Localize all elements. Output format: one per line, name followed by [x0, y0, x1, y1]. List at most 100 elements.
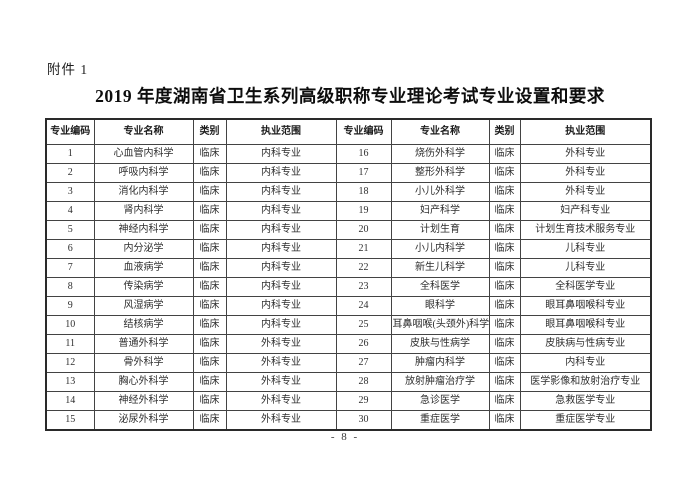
- cell-code-left: 5: [45, 220, 95, 240]
- cell-code-left: 15: [45, 410, 95, 431]
- header-name-right: 专业名称: [390, 118, 490, 145]
- cell-name-right: 急诊医学: [390, 391, 490, 411]
- cell-code-right: 22: [335, 258, 392, 278]
- cell-category-right: 临床: [488, 201, 521, 221]
- header-category-left: 类别: [192, 118, 227, 145]
- cell-code-left: 11: [45, 334, 95, 354]
- cell-category-left: 临床: [192, 296, 227, 316]
- cell-scope-left: 内科专业: [225, 144, 337, 164]
- table-row: 7 血液病学 临床 内科专业 22 新生儿科学 临床 儿科专业: [45, 258, 652, 278]
- cell-name-left: 泌尿外科学: [93, 410, 194, 431]
- cell-category-left: 临床: [192, 353, 227, 373]
- cell-scope-left: 外科专业: [225, 391, 337, 411]
- table-row: 10 结核病学 临床 内科专业 25 耳鼻咽喉(头颈外)科学 临床 眼耳鼻咽喉科…: [45, 315, 652, 335]
- table-row: 8 传染病学 临床 内科专业 23 全科医学 临床 全科医学专业: [45, 277, 652, 297]
- cell-code-right: 24: [335, 296, 392, 316]
- cell-scope-right: 外科专业: [519, 144, 652, 164]
- cell-code-left: 6: [45, 239, 95, 259]
- cell-code-right: 28: [335, 372, 392, 392]
- cell-category-right: 临床: [488, 239, 521, 259]
- cell-scope-right: 计划生育技术服务专业: [519, 220, 652, 240]
- table-body: 1 心血管内科学 临床 内科专业 16 烧伤外科学 临床 外科专业 2 呼吸内科…: [45, 144, 652, 431]
- cell-category-left: 临床: [192, 220, 227, 240]
- cell-category-left: 临床: [192, 144, 227, 164]
- cell-scope-right: 医学影像和放射治疗专业: [519, 372, 652, 392]
- cell-scope-right: 外科专业: [519, 182, 652, 202]
- cell-name-right: 全科医学: [390, 277, 490, 297]
- cell-name-right: 放射肿瘤治疗学: [390, 372, 490, 392]
- cell-name-left: 结核病学: [93, 315, 194, 335]
- cell-category-left: 临床: [192, 315, 227, 335]
- page-title: 2019 年度湖南省卫生系列高级职称专业理论考试专业设置和要求: [95, 86, 605, 106]
- cell-name-right: 新生儿科学: [390, 258, 490, 278]
- header-code-right: 专业编码: [335, 118, 392, 145]
- cell-code-left: 7: [45, 258, 95, 278]
- cell-category-right: 临床: [488, 296, 521, 316]
- header-code-left: 专业编码: [45, 118, 95, 145]
- table-row: 2 呼吸内科学 临床 内科专业 17 整形外科学 临床 外科专业: [45, 163, 652, 183]
- cell-category-left: 临床: [192, 239, 227, 259]
- cell-code-right: 25: [335, 315, 392, 335]
- cell-category-right: 临床: [488, 277, 521, 297]
- cell-name-left: 神经外科学: [93, 391, 194, 411]
- cell-name-left: 消化内科学: [93, 182, 194, 202]
- cell-name-left: 呼吸内科学: [93, 163, 194, 183]
- cell-category-right: 临床: [488, 182, 521, 202]
- cell-scope-left: 内科专业: [225, 220, 337, 240]
- cell-code-right: 23: [335, 277, 392, 297]
- cell-name-left: 骨外科学: [93, 353, 194, 373]
- cell-name-right: 耳鼻咽喉(头颈外)科学: [390, 315, 490, 335]
- cell-category-left: 临床: [192, 201, 227, 221]
- cell-code-right: 30: [335, 410, 392, 431]
- cell-code-right: 20: [335, 220, 392, 240]
- cell-category-left: 临床: [192, 372, 227, 392]
- cell-name-left: 肾内科学: [93, 201, 194, 221]
- cell-code-left: 3: [45, 182, 95, 202]
- cell-name-left: 普通外科学: [93, 334, 194, 354]
- cell-name-right: 肿瘤内科学: [390, 353, 490, 373]
- cell-scope-left: 外科专业: [225, 372, 337, 392]
- cell-scope-right: 皮肤病与性病专业: [519, 334, 652, 354]
- cell-name-right: 眼科学: [390, 296, 490, 316]
- cell-code-left: 14: [45, 391, 95, 411]
- attachment-label: 附件 1: [47, 62, 89, 77]
- header-scope-left: 执业范围: [225, 118, 337, 145]
- cell-code-right: 16: [335, 144, 392, 164]
- cell-scope-right: 外科专业: [519, 163, 652, 183]
- header-scope-right: 执业范围: [519, 118, 652, 145]
- cell-code-left: 8: [45, 277, 95, 297]
- cell-category-right: 临床: [488, 220, 521, 240]
- cell-scope-left: 外科专业: [225, 353, 337, 373]
- cell-name-left: 胸心外科学: [93, 372, 194, 392]
- cell-name-left: 内分泌学: [93, 239, 194, 259]
- cell-name-right: 整形外科学: [390, 163, 490, 183]
- cell-scope-right: 儿科专业: [519, 258, 652, 278]
- cell-category-right: 临床: [488, 410, 521, 431]
- table-row: 3 消化内科学 临床 内科专业 18 小儿外科学 临床 外科专业: [45, 182, 652, 202]
- cell-scope-right: 内科专业: [519, 353, 652, 373]
- cell-category-right: 临床: [488, 372, 521, 392]
- cell-scope-left: 外科专业: [225, 334, 337, 354]
- cell-category-right: 临床: [488, 391, 521, 411]
- cell-code-left: 2: [45, 163, 95, 183]
- table-row: 9 风湿病学 临床 内科专业 24 眼科学 临床 眼耳鼻咽喉科专业: [45, 296, 652, 316]
- cell-scope-left: 内科专业: [225, 277, 337, 297]
- cell-scope-left: 内科专业: [225, 239, 337, 259]
- table-header: 专业编码 专业名称 类别 执业范围 专业编码 专业名称 类别 执业范围: [45, 118, 652, 145]
- cell-code-left: 1: [45, 144, 95, 164]
- cell-category-left: 临床: [192, 334, 227, 354]
- cell-category-right: 临床: [488, 144, 521, 164]
- table-row: 4 肾内科学 临床 内科专业 19 妇产科学 临床 妇产科专业: [45, 201, 652, 221]
- cell-name-right: 烧伤外科学: [390, 144, 490, 164]
- table-row: 5 神经内科学 临床 内科专业 20 计划生育 临床 计划生育技术服务专业: [45, 220, 652, 240]
- cell-category-right: 临床: [488, 353, 521, 373]
- cell-name-left: 神经内科学: [93, 220, 194, 240]
- cell-name-left: 传染病学: [93, 277, 194, 297]
- table-row: 14 神经外科学 临床 外科专业 29 急诊医学 临床 急救医学专业: [45, 391, 652, 411]
- cell-category-right: 临床: [488, 163, 521, 183]
- cell-scope-right: 儿科专业: [519, 239, 652, 259]
- cell-scope-right: 全科医学专业: [519, 277, 652, 297]
- cell-name-right: 皮肤与性病学: [390, 334, 490, 354]
- cell-code-right: 29: [335, 391, 392, 411]
